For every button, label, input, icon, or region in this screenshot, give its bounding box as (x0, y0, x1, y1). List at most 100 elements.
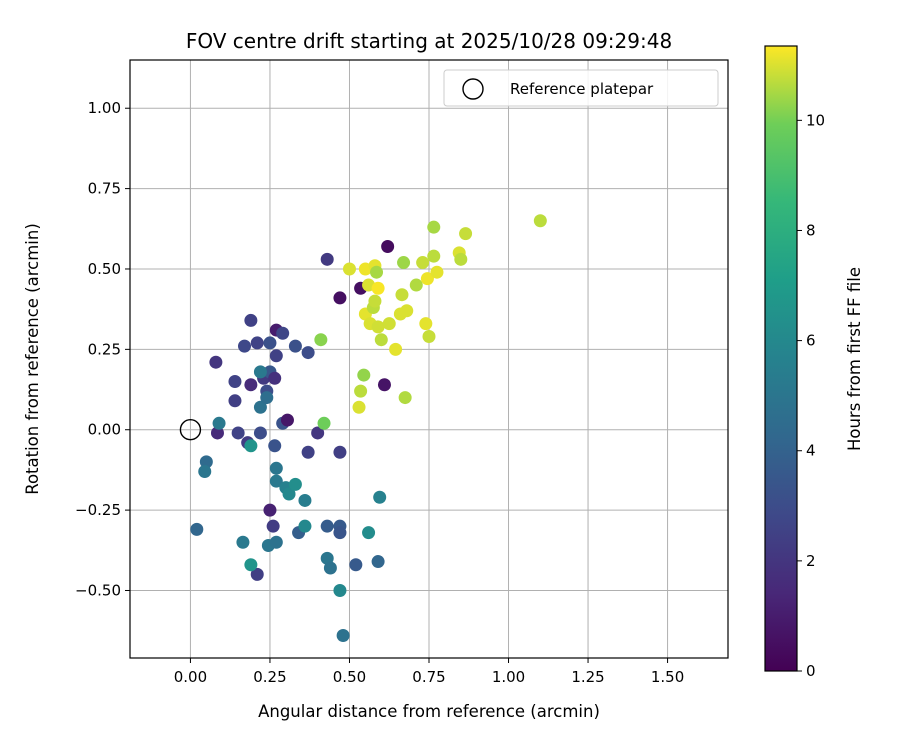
data-point (250, 336, 264, 350)
data-point (371, 281, 385, 295)
data-point (263, 503, 277, 517)
data-point (280, 413, 294, 427)
data-point (427, 220, 441, 234)
data-point (382, 317, 396, 331)
colorbar: 0 2 4 6 8 10 Hours from first FF file (764, 45, 864, 680)
data-point (212, 416, 226, 430)
data-point (368, 294, 382, 308)
y-tick-label: 0.25 (88, 340, 121, 358)
data-point (269, 474, 283, 488)
data-point (238, 339, 252, 353)
data-point (354, 384, 368, 398)
data-point (416, 256, 430, 270)
data-point (400, 304, 414, 318)
data-point (199, 455, 213, 469)
data-point (231, 426, 245, 440)
data-point (276, 326, 290, 340)
data-point (398, 391, 412, 405)
x-tick-label: 1.00 (492, 668, 525, 686)
data-point (381, 239, 395, 253)
x-tick-label: 0.00 (174, 668, 207, 686)
x-tick-label: 0.25 (253, 668, 286, 686)
data-point (430, 265, 444, 279)
data-point (371, 555, 385, 569)
data-point (533, 214, 547, 228)
data-point (397, 256, 411, 270)
data-point (253, 400, 267, 414)
data-point (268, 371, 282, 385)
x-tick-label: 1.25 (571, 668, 604, 686)
data-point (190, 522, 204, 536)
y-tick-label: 0.75 (88, 180, 121, 198)
data-point (244, 558, 258, 572)
data-point (209, 355, 223, 369)
legend-marker-icon (462, 78, 484, 100)
data-point (298, 519, 312, 533)
colorbar-tick-label: 10 (806, 111, 825, 129)
data-point (228, 394, 242, 408)
data-point (323, 561, 337, 575)
colorbar-ticks: 0 2 4 6 8 10 (797, 111, 825, 680)
data-point (244, 378, 258, 392)
data-point (373, 490, 387, 504)
data-point (333, 445, 347, 459)
colorbar-tick-label: 2 (806, 552, 816, 570)
x-axis-ticks: 0.00 0.25 0.50 0.75 1.00 1.25 1.50 (174, 658, 684, 686)
data-point (263, 336, 277, 350)
colorbar-tick-label: 8 (806, 221, 816, 239)
legend-label: Reference platepar (510, 80, 654, 98)
data-point (260, 391, 274, 405)
y-axis-ticks: −0.50 −0.25 0.00 0.25 0.50 0.75 1.00 (75, 99, 130, 599)
colorbar-gradient (764, 45, 798, 672)
colorbar-label: Hours from first FF file (845, 267, 864, 451)
data-point (320, 519, 334, 533)
data-point (244, 439, 258, 453)
data-point (377, 378, 391, 392)
chart-title: FOV centre drift starting at 2025/10/28 … (186, 29, 672, 53)
data-point (320, 252, 334, 266)
data-point (298, 493, 312, 507)
data-point (301, 346, 315, 360)
data-point (333, 291, 347, 305)
y-tick-label: −0.50 (75, 581, 121, 599)
y-tick-label: 1.00 (88, 99, 121, 117)
data-point (269, 535, 283, 549)
data-point (395, 288, 409, 302)
y-tick-label: 0.50 (88, 260, 121, 278)
data-point (282, 487, 296, 501)
data-point (301, 445, 315, 459)
x-tick-label: 1.50 (651, 668, 684, 686)
data-point (409, 278, 423, 292)
data-point (342, 262, 356, 276)
data-point (427, 249, 441, 263)
legend-frame (443, 69, 719, 107)
data-point (311, 426, 325, 440)
data-point (253, 426, 267, 440)
data-point (419, 317, 433, 331)
data-point (371, 320, 385, 334)
data-point (362, 526, 376, 540)
data-point (250, 567, 264, 581)
data-point (422, 329, 436, 343)
colorbar-tick-label: 4 (806, 442, 816, 460)
x-tick-label: 0.75 (412, 668, 445, 686)
data-point (317, 416, 331, 430)
colorbar-tick-label: 0 (806, 662, 816, 680)
y-tick-label: −0.25 (75, 501, 121, 519)
data-point (288, 339, 302, 353)
data-point (253, 365, 267, 379)
legend: Reference platepar (443, 69, 719, 107)
data-point (454, 252, 468, 266)
grid-lines (130, 60, 728, 658)
data-point (459, 227, 473, 241)
data-point (333, 583, 347, 597)
data-point (370, 265, 384, 279)
data-point (269, 461, 283, 475)
data-point (210, 426, 224, 440)
data-point (266, 519, 280, 533)
data-point (288, 477, 302, 491)
data-point (420, 272, 434, 286)
y-axis-label: Rotation from reference (arcmin) (23, 223, 42, 495)
data-point (198, 465, 212, 479)
